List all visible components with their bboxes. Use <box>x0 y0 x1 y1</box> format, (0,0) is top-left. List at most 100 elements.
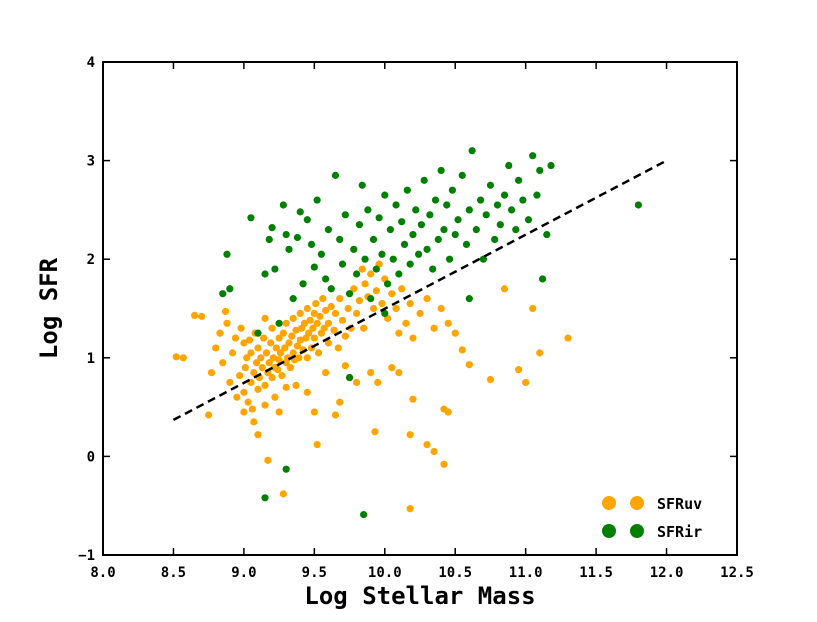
data-point-sfrir <box>500 191 509 199</box>
data-point-sfruv <box>296 309 304 318</box>
data-point-sfruv <box>272 344 280 352</box>
data-point-sfruv <box>324 319 333 327</box>
data-point-sfruv <box>341 332 349 340</box>
data-point-sfrir <box>486 181 495 189</box>
data-point-sfruv <box>324 339 333 347</box>
data-point-sfruv <box>353 378 361 387</box>
data-point-sfruv <box>295 354 303 362</box>
y-tick-label: 0 <box>87 449 95 465</box>
data-point-sfruv <box>226 378 234 387</box>
data-point-sfrir <box>389 255 397 263</box>
data-point-sfrir <box>355 221 364 229</box>
data-point-sfruv <box>378 299 386 308</box>
data-point-sfruv <box>250 418 258 426</box>
data-point-sfruv <box>515 366 523 374</box>
data-point-sfruv <box>522 378 530 387</box>
y-tick-label: 4 <box>87 55 95 71</box>
data-point-sfruv <box>240 408 248 416</box>
data-point-sfruv <box>353 309 361 318</box>
data-point-sfruv <box>261 314 269 322</box>
data-point-sfrir <box>400 240 409 249</box>
data-point-sfrir <box>451 230 459 239</box>
data-point-sfruv <box>423 440 431 449</box>
data-point-sfrir <box>327 285 335 293</box>
data-point-sfrir <box>465 295 473 303</box>
data-point-sfrir <box>313 196 321 204</box>
y-tick-label: 2 <box>87 252 95 268</box>
data-point-sfruv <box>261 401 269 409</box>
data-point-sfruv <box>281 344 289 352</box>
data-point-sfrir <box>219 290 227 298</box>
data-point-sfruv <box>288 332 296 340</box>
data-point-sfrir <box>386 226 395 234</box>
data-point-sfruv <box>392 304 400 313</box>
data-point-sfrir <box>275 319 283 327</box>
data-point-sfrir <box>254 329 262 337</box>
data-point-sfrir <box>375 214 383 222</box>
data-point-sfrir <box>414 250 423 258</box>
data-point-sfrir <box>307 240 316 249</box>
data-point-sfrir <box>341 211 349 219</box>
data-point-sfruv <box>254 385 262 393</box>
data-point-sfrir <box>412 206 420 214</box>
data-point-sfruv <box>240 388 248 396</box>
data-point-sfrir <box>524 216 533 224</box>
data-point-sfruv <box>172 353 180 361</box>
data-point-sfrir <box>493 201 502 209</box>
data-point-sfruv <box>319 295 327 303</box>
data-point-sfruv <box>361 280 369 288</box>
legend-label-sfruv: SFRuv <box>657 495 702 513</box>
data-point-sfrir <box>519 196 527 204</box>
data-point-sfruv <box>344 304 352 313</box>
data-point-sfrir <box>515 176 523 184</box>
data-point-sfruv <box>500 285 509 293</box>
data-point-sfruv <box>444 319 452 327</box>
data-point-sfruv <box>341 362 349 370</box>
data-point-sfrir <box>358 181 366 189</box>
data-point-sfrir <box>369 235 378 244</box>
data-point-sfruv <box>257 354 265 362</box>
data-point-sfruv <box>374 378 382 387</box>
data-point-sfruv <box>296 336 304 344</box>
y-tick-label: 1 <box>87 351 95 367</box>
fit-line-layer <box>172 159 668 422</box>
x-tick-label: 10.5 <box>438 565 472 581</box>
data-point-sfruv <box>398 285 406 293</box>
data-point-sfruv <box>372 287 380 295</box>
data-point-sfrir <box>282 230 290 239</box>
data-point-sfruv <box>269 354 278 362</box>
data-point-sfruv <box>229 349 237 357</box>
data-point-sfrir <box>482 211 490 219</box>
data-point-sfruv <box>336 398 344 406</box>
data-point-sfruv <box>536 349 544 357</box>
legend: SFRuv SFRir <box>602 495 702 541</box>
data-point-sfrir <box>265 235 273 244</box>
data-point-sfrir <box>543 230 551 239</box>
data-point-sfrir <box>350 245 358 253</box>
data-point-sfruv <box>437 304 445 313</box>
data-point-sfrir <box>398 218 406 226</box>
x-tick-label: 8.5 <box>161 565 186 581</box>
data-point-sfruv <box>409 395 417 403</box>
data-point-sfruv <box>271 393 279 401</box>
data-point-sfrir <box>392 201 400 209</box>
data-point-sfruv <box>360 324 368 332</box>
data-point-sfruv <box>402 319 410 327</box>
data-point-sfrir <box>448 186 457 194</box>
data-point-sfruv <box>275 356 283 364</box>
data-point-sfrir <box>293 233 302 242</box>
data-point-sfrir <box>507 206 516 214</box>
data-point-sfruv <box>254 344 262 352</box>
data-point-sfruv <box>303 354 311 362</box>
data-point-sfrir <box>299 280 307 288</box>
data-point-sfruv <box>236 371 244 380</box>
data-point-sfrir <box>536 166 544 175</box>
data-point-sfruv <box>451 329 459 337</box>
data-point-sfrir <box>417 221 426 229</box>
data-point-sfruv <box>207 368 216 377</box>
data-point-sfruv <box>395 329 403 337</box>
data-point-sfruv <box>267 339 275 347</box>
data-point-sfruv <box>279 490 287 498</box>
data-point-sfrir <box>454 216 462 224</box>
data-point-sfrir <box>345 373 354 382</box>
